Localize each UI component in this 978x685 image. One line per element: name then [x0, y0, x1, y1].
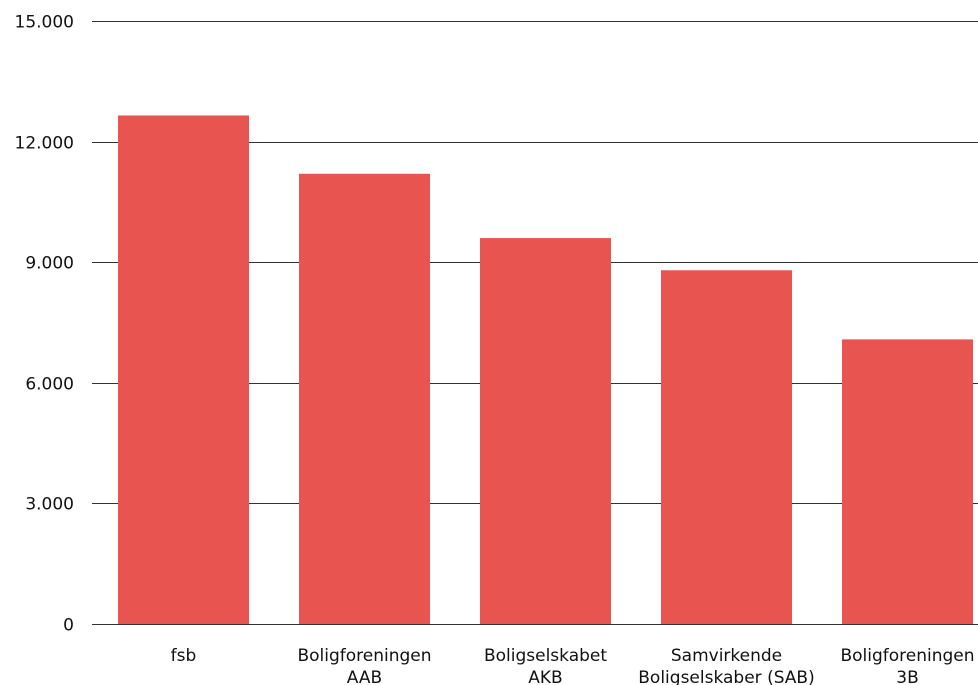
bar [299, 173, 430, 624]
y-tick-label: 6.000 [25, 375, 74, 395]
x-category-label: Boligforeningen 3B [840, 646, 974, 685]
y-tick-label: 12.000 [15, 134, 74, 154]
bar [661, 270, 792, 624]
y-tick-label: 15.000 [15, 13, 74, 33]
y-tick-label: 0 [63, 616, 74, 636]
y-tick-label: 3.000 [25, 495, 74, 515]
y-tick-label: 9.000 [25, 254, 74, 274]
bar [118, 115, 249, 624]
x-axis-category-labels: fsb Boligforeningen AAB Boligselskabet AKB Sa… [171, 646, 975, 685]
bars [118, 115, 973, 624]
x-category-label: Samvirkende Boligselskaber (SAB) [638, 646, 814, 685]
x-category-label: Boligselskabet AKB [484, 646, 607, 685]
y-axis-tick-labels: 0 3.000 6.000 9.000 12.000 15.000 [15, 13, 74, 636]
bar [842, 339, 973, 624]
x-category-label: fsb [171, 646, 197, 666]
x-category-label: Boligforeningen AAB [297, 646, 431, 685]
bar [480, 238, 611, 624]
